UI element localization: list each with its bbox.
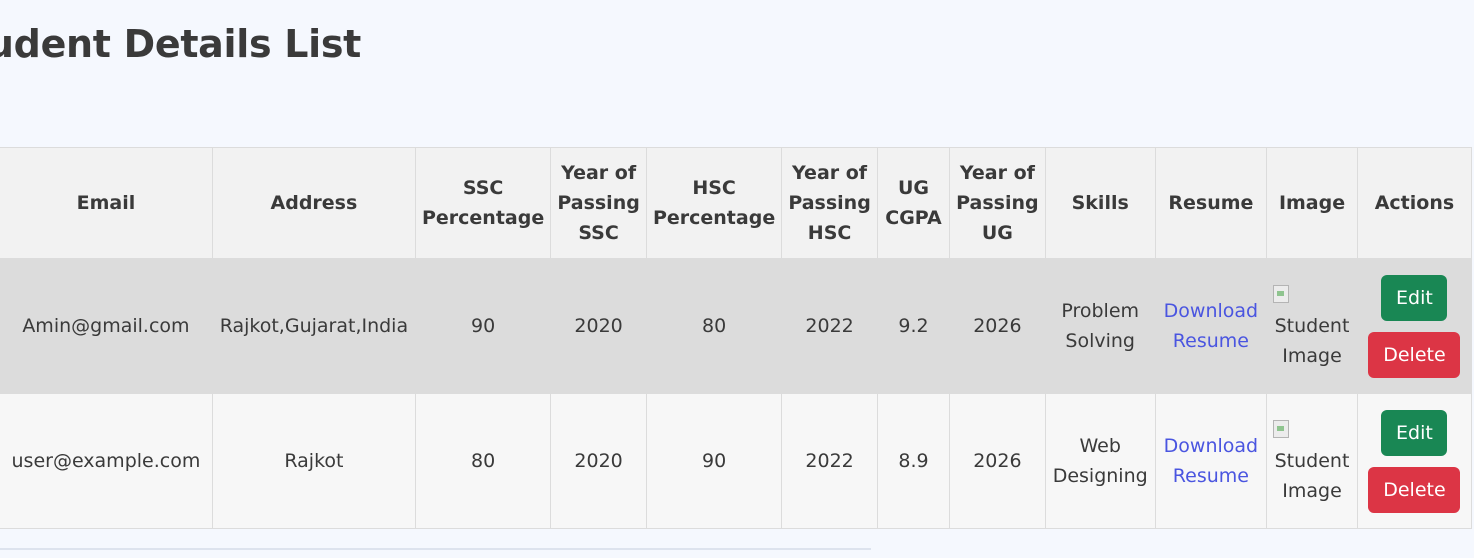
cell-ssc-percentage: 80	[414, 393, 552, 529]
page-title: Student Details List	[0, 22, 362, 66]
header-address: Address	[211, 147, 416, 259]
cell-ug-cgpa: 9.2	[876, 258, 951, 394]
delete-button[interactable]: Delete	[1368, 466, 1461, 513]
cell-image: Student Image	[1266, 258, 1358, 394]
header-skills: Skills	[1044, 147, 1156, 259]
edit-button[interactable]: Edit	[1381, 409, 1448, 456]
student-image: Student Image	[1273, 281, 1351, 371]
cell-hsc-percentage: 80	[645, 258, 783, 394]
table-row: user@example.com Rajkot 80 2020 90 2022 …	[0, 393, 1473, 529]
download-resume-link[interactable]: Download Resume	[1163, 300, 1259, 352]
student-table-container: Email Address SSC Percentage Year of Pas…	[0, 147, 1473, 529]
cell-email: user@example.com	[0, 393, 213, 529]
cell-year-ssc: 2020	[550, 258, 647, 394]
header-ssc-percentage: SSC Percentage	[414, 147, 552, 259]
header-year-hsc: Year of Passing HSC	[781, 147, 878, 259]
header-actions: Actions	[1356, 147, 1473, 259]
student-image-alt-text: Student Image	[1274, 450, 1350, 502]
header-resume: Resume	[1154, 147, 1268, 259]
cell-resume: Download Resume	[1154, 393, 1268, 529]
table-row: Amin@gmail.com Rajkot,Gujarat,India 90 2…	[0, 258, 1473, 394]
header-hsc-percentage: HSC Percentage	[645, 147, 783, 259]
student-image: Student Image	[1273, 416, 1351, 506]
header-email: Email	[0, 147, 213, 259]
cell-hsc-percentage: 90	[645, 393, 783, 529]
download-resume-link[interactable]: Download Resume	[1163, 435, 1259, 487]
cell-skills: Web Designing	[1044, 393, 1156, 529]
cell-email: Amin@gmail.com	[0, 258, 213, 394]
cell-address: Rajkot,Gujarat,India	[211, 258, 416, 394]
student-details-table: Email Address SSC Percentage Year of Pas…	[0, 147, 1473, 529]
cell-year-hsc: 2022	[781, 393, 878, 529]
cell-year-ssc: 2020	[550, 393, 647, 529]
cell-resume: Download Resume	[1154, 258, 1268, 394]
broken-image-icon	[1273, 420, 1290, 438]
cell-year-ug: 2026	[949, 258, 1046, 394]
cell-actions: Edit Delete	[1356, 258, 1473, 394]
cell-ug-cgpa: 8.9	[876, 393, 951, 529]
cell-year-hsc: 2022	[781, 258, 878, 394]
header-image: Image	[1266, 147, 1358, 259]
cell-image: Student Image	[1266, 393, 1358, 529]
cell-address: Rajkot	[211, 393, 416, 529]
horizontal-scrollbar[interactable]	[0, 548, 871, 550]
student-image-alt-text: Student Image	[1274, 315, 1350, 367]
broken-image-icon	[1273, 285, 1290, 303]
header-year-ug: Year of Passing UG	[949, 147, 1046, 259]
cell-actions: Edit Delete	[1356, 393, 1473, 529]
cell-ssc-percentage: 90	[414, 258, 552, 394]
table-header-row: Email Address SSC Percentage Year of Pas…	[0, 147, 1473, 259]
header-year-ssc: Year of Passing SSC	[550, 147, 647, 259]
delete-button[interactable]: Delete	[1368, 331, 1461, 378]
edit-button[interactable]: Edit	[1381, 274, 1448, 321]
header-ug-cgpa: UG CGPA	[876, 147, 951, 259]
cell-skills: Problem Solving	[1044, 258, 1156, 394]
cell-year-ug: 2026	[949, 393, 1046, 529]
